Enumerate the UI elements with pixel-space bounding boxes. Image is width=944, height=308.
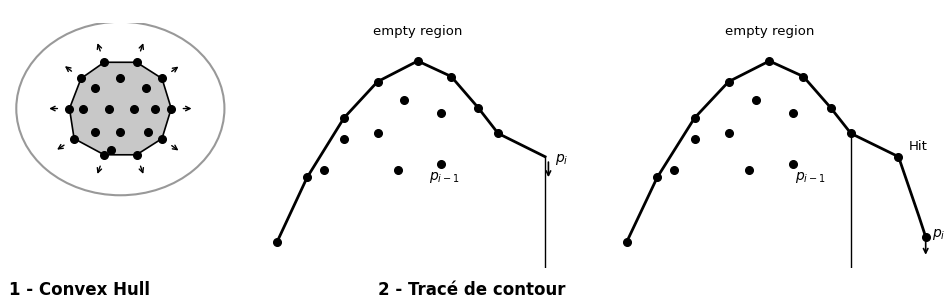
Text: 1 - Convex Hull: 1 - Convex Hull [9,281,150,299]
Text: $p_i$: $p_i$ [933,227,944,242]
Polygon shape [250,61,545,268]
Text: $p_{i-1}$: $p_{i-1}$ [795,170,825,185]
Polygon shape [599,61,926,268]
Text: $p_i$: $p_i$ [555,152,568,167]
Text: 2 - Tracé de contour: 2 - Tracé de contour [379,281,565,299]
Text: $p_{i-1}$: $p_{i-1}$ [430,170,460,185]
Polygon shape [70,62,171,155]
Text: empty region: empty region [725,25,814,38]
Text: Hit: Hit [909,140,928,153]
Text: empty region: empty region [373,25,463,38]
